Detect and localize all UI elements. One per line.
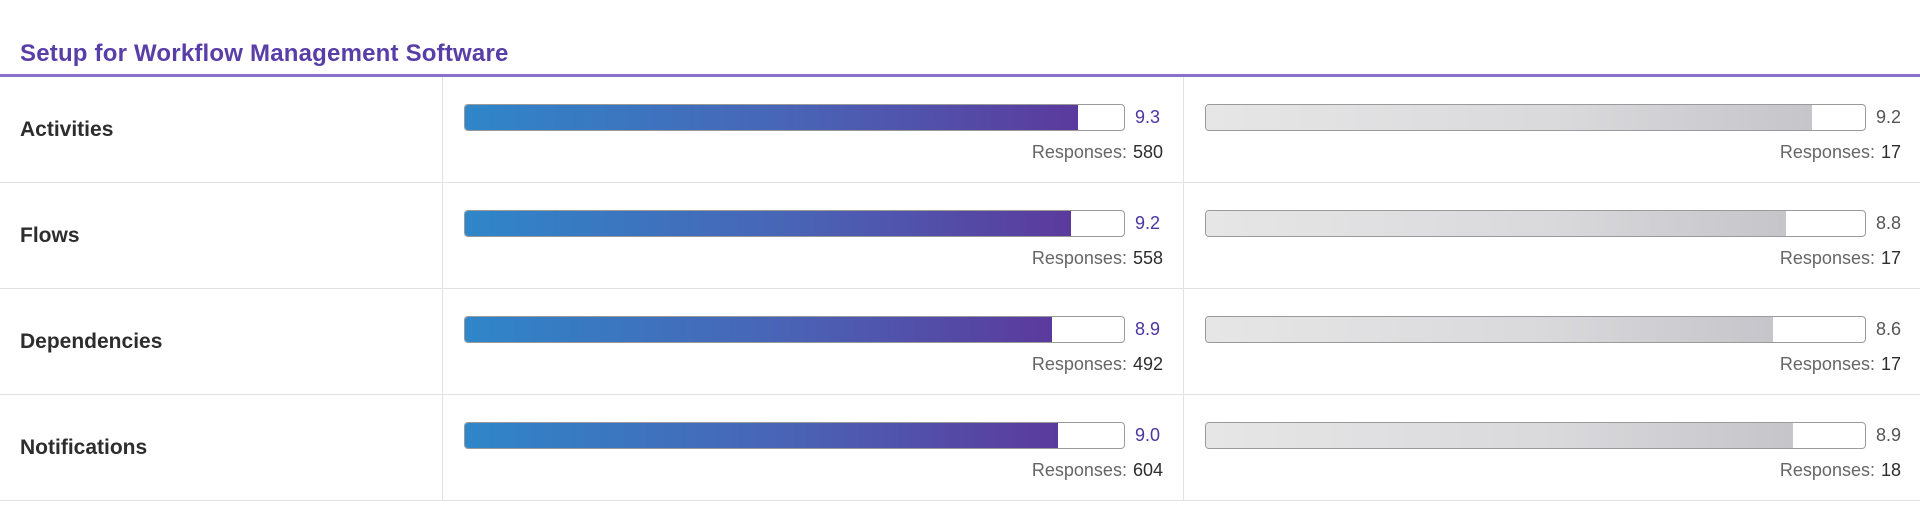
- primary-responses: Responses: 604: [1032, 457, 1163, 483]
- primary-responses: Responses: 558: [1032, 245, 1163, 271]
- rating-row: Flows 9.2 Responses: 558 8.8 Responses: …: [0, 183, 1920, 289]
- primary-score-value: 8.9: [1135, 319, 1161, 339]
- column-divider: [1183, 289, 1184, 394]
- title-divider: [0, 74, 1920, 77]
- rating-row: Notifications 9.0 Responses: 604 8.9 Res…: [0, 395, 1920, 501]
- primary-score-bar: [464, 422, 1125, 449]
- responses-count: 604: [1132, 459, 1163, 480]
- primary-score-fill: [465, 317, 1052, 342]
- column-divider: [442, 183, 443, 288]
- primary-score-value: 9.2: [1135, 213, 1161, 233]
- responses-label: Responses:: [1779, 459, 1875, 480]
- responses-label: Responses:: [1031, 247, 1127, 268]
- secondary-score-fill: [1206, 105, 1813, 130]
- section-title: Setup for Workflow Management Software: [20, 40, 509, 67]
- column-divider: [1183, 183, 1184, 288]
- column-divider: [1183, 395, 1184, 500]
- responses-count: 492: [1132, 353, 1163, 374]
- feature-label: Flows: [20, 223, 80, 247]
- responses-count: 18: [1880, 459, 1901, 480]
- primary-score-fill: [465, 105, 1078, 130]
- responses-label: Responses:: [1779, 353, 1875, 374]
- secondary-responses: Responses: 17: [1780, 351, 1901, 377]
- secondary-responses: Responses: 18: [1780, 457, 1901, 483]
- secondary-score-fill: [1206, 317, 1773, 342]
- responses-count: 558: [1132, 247, 1163, 268]
- responses-count: 17: [1880, 141, 1901, 162]
- feature-label: Dependencies: [20, 329, 163, 353]
- secondary-score-value: 8.8: [1876, 213, 1902, 233]
- column-divider: [1183, 77, 1184, 182]
- feature-label: Notifications: [20, 435, 148, 459]
- feature-label: Activities: [20, 117, 114, 141]
- responses-label: Responses:: [1031, 459, 1127, 480]
- secondary-responses: Responses: 17: [1780, 139, 1901, 165]
- responses-label: Responses:: [1031, 353, 1127, 374]
- column-divider: [442, 77, 443, 182]
- responses-count: 17: [1880, 247, 1901, 268]
- secondary-responses: Responses: 17: [1780, 245, 1901, 271]
- feature-rating-table: Activities 9.3 Responses: 580 9.2 Respon…: [0, 77, 1920, 501]
- primary-score-bar: [464, 210, 1125, 237]
- primary-responses: Responses: 580: [1032, 139, 1163, 165]
- column-divider: [442, 395, 443, 500]
- secondary-score-value: 9.2: [1876, 107, 1902, 127]
- secondary-score-value: 8.9: [1876, 425, 1902, 445]
- secondary-score-bar: [1205, 104, 1866, 131]
- secondary-score-bar: [1205, 316, 1866, 343]
- primary-responses: Responses: 492: [1032, 351, 1163, 377]
- secondary-score-value: 8.6: [1876, 319, 1902, 339]
- secondary-score-fill: [1206, 211, 1786, 236]
- responses-label: Responses:: [1779, 247, 1875, 268]
- primary-score-bar: [464, 104, 1125, 131]
- secondary-score-bar: [1205, 210, 1866, 237]
- responses-count: 580: [1132, 141, 1163, 162]
- rating-row: Dependencies 8.9 Responses: 492 8.6 Resp…: [0, 289, 1920, 395]
- column-divider: [442, 289, 443, 394]
- primary-score-value: 9.3: [1135, 107, 1161, 127]
- primary-score-fill: [465, 211, 1072, 236]
- rating-row: Activities 9.3 Responses: 580 9.2 Respon…: [0, 77, 1920, 183]
- responses-label: Responses:: [1031, 141, 1127, 162]
- secondary-score-bar: [1205, 422, 1866, 449]
- secondary-score-fill: [1206, 423, 1793, 448]
- responses-count: 17: [1880, 353, 1901, 374]
- responses-label: Responses:: [1779, 141, 1875, 162]
- primary-score-fill: [465, 423, 1059, 448]
- primary-score-bar: [464, 316, 1125, 343]
- primary-score-value: 9.0: [1135, 425, 1161, 445]
